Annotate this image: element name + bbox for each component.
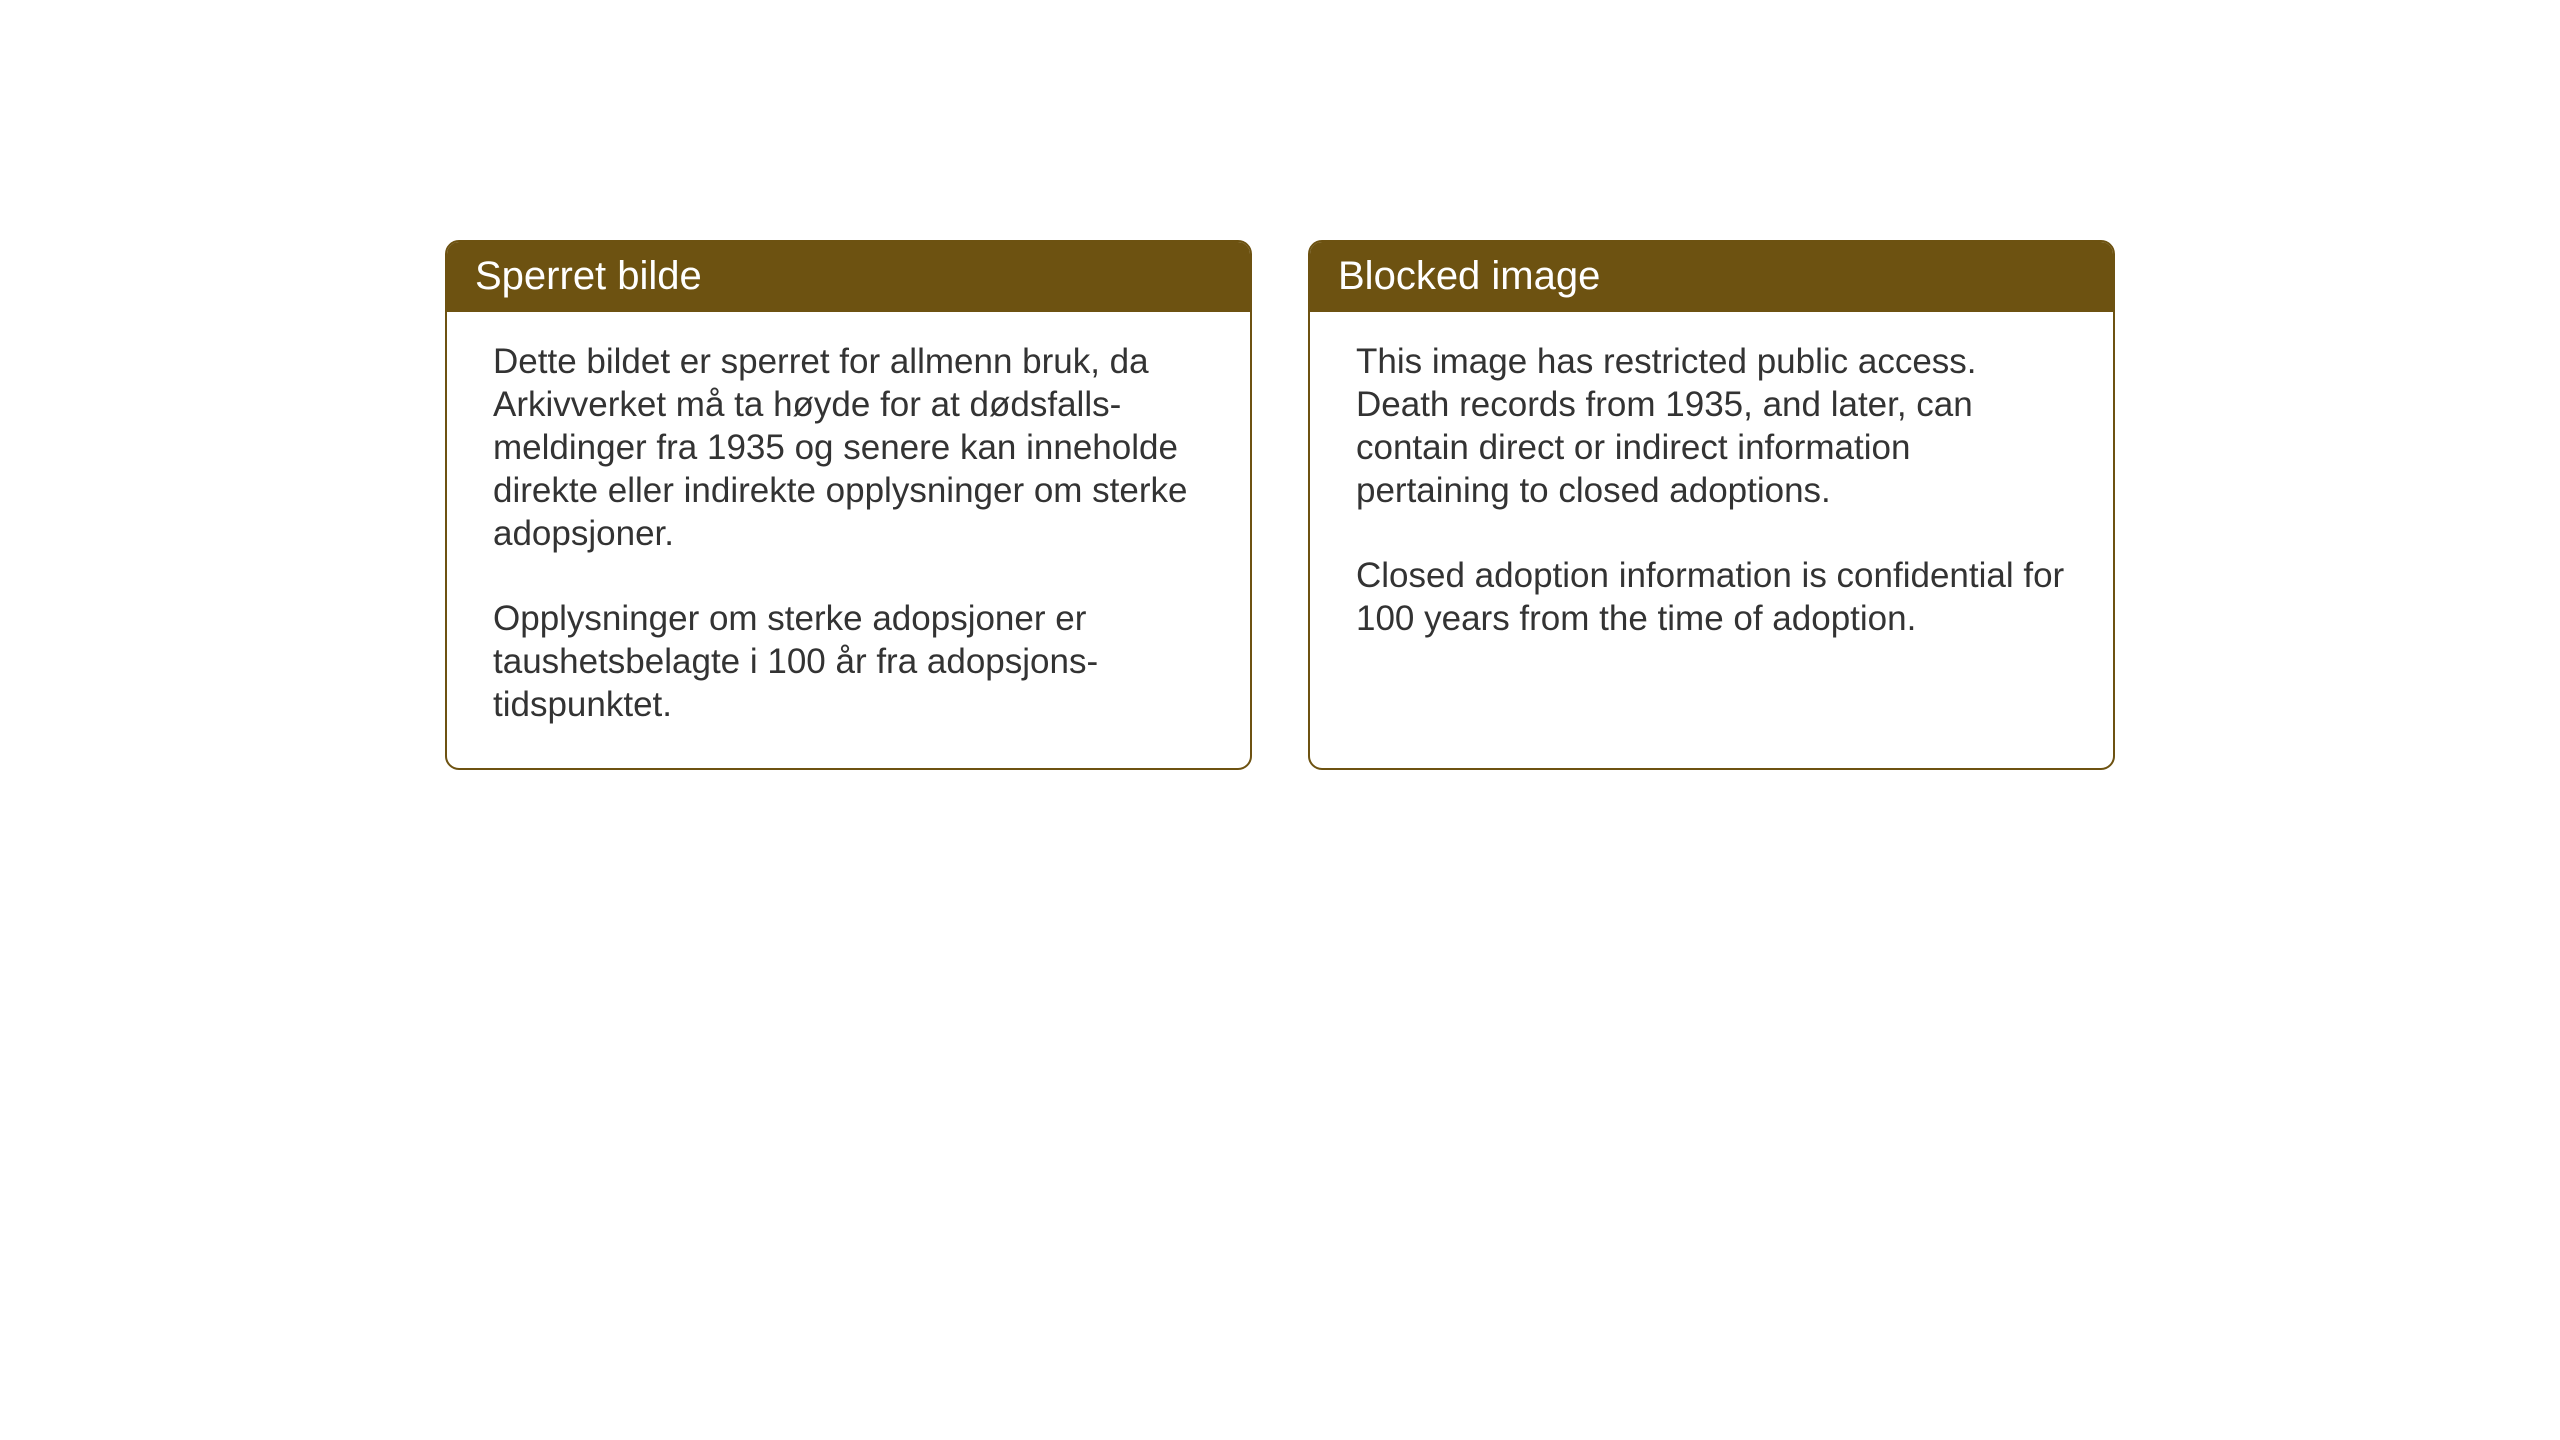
card-paragraph: Closed adoption information is confident… [1356, 554, 2067, 640]
card-body-english: This image has restricted public access.… [1310, 312, 2113, 682]
card-paragraph: Dette bildet er sperret for allmenn bruk… [493, 340, 1204, 555]
card-paragraph: Opplysninger om sterke adopsjoner er tau… [493, 597, 1204, 726]
card-title-norwegian: Sperret bilde [447, 242, 1250, 312]
notice-card-norwegian: Sperret bilde Dette bildet er sperret fo… [445, 240, 1252, 770]
card-body-norwegian: Dette bildet er sperret for allmenn bruk… [447, 312, 1250, 768]
notice-container: Sperret bilde Dette bildet er sperret fo… [445, 240, 2115, 770]
card-paragraph: This image has restricted public access.… [1356, 340, 2067, 512]
card-title-english: Blocked image [1310, 242, 2113, 312]
notice-card-english: Blocked image This image has restricted … [1308, 240, 2115, 770]
